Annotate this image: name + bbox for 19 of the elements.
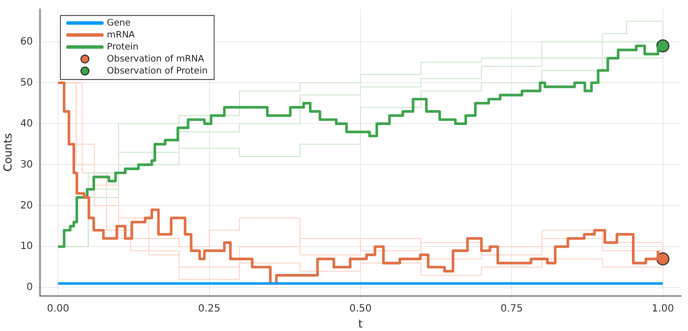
y-tick-label: 40 bbox=[20, 118, 33, 130]
x-axis-title: t bbox=[358, 317, 364, 330]
x-tick-label: 0.75 bbox=[500, 303, 523, 314]
x-tick-label: 1.00 bbox=[652, 303, 674, 314]
y-tick-label: 60 bbox=[20, 36, 33, 48]
legend-label: mRNA bbox=[106, 30, 136, 40]
y-tick-label: 10 bbox=[20, 241, 33, 252]
legend-label: Observation of Protein bbox=[106, 66, 208, 76]
y-axis-title: Counts bbox=[1, 132, 14, 172]
legend-label: Protein bbox=[106, 42, 138, 52]
x-tick-label: 0.25 bbox=[198, 303, 220, 314]
x-tick-label: 0.00 bbox=[46, 303, 70, 314]
y-tick-label: 0 bbox=[26, 282, 33, 294]
x-tick-label: 0.50 bbox=[349, 303, 372, 314]
legend-label: Observation of mRNA bbox=[106, 54, 205, 64]
legend-label: Gene bbox=[106, 18, 132, 28]
y-tick-label: 20 bbox=[20, 200, 33, 212]
y-tick-label: 30 bbox=[20, 159, 33, 170]
y-tick-label: 50 bbox=[20, 77, 33, 88]
